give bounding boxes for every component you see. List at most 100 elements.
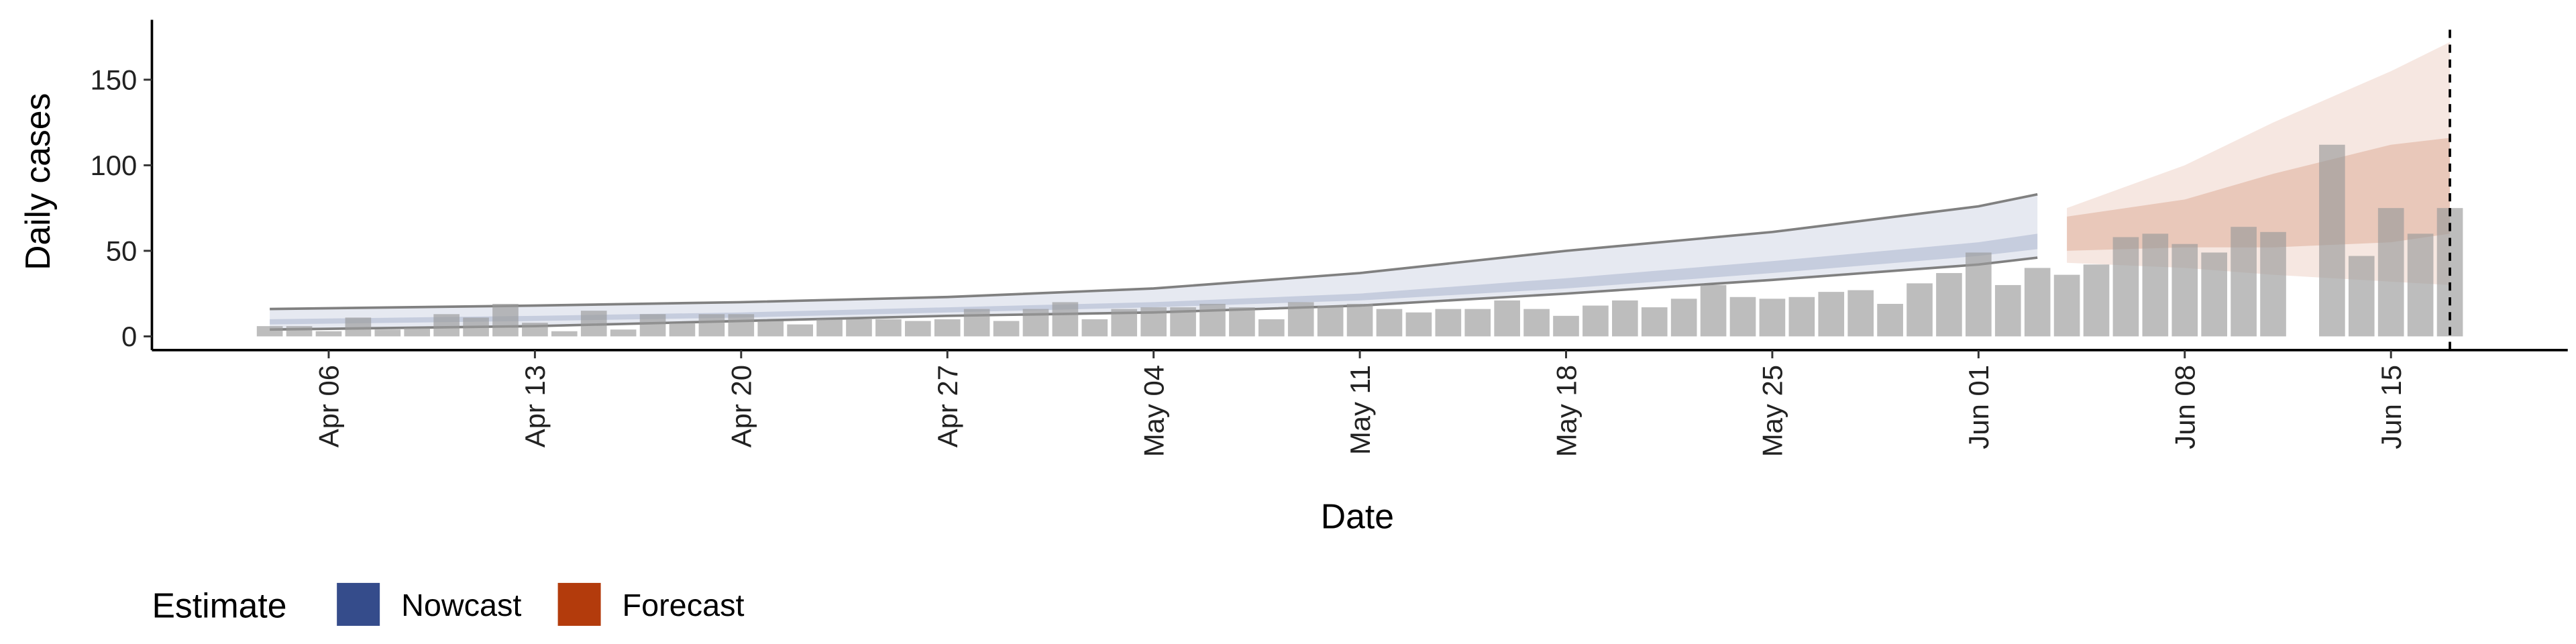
x-tick-label: Apr 13 — [519, 365, 551, 447]
bar — [1818, 292, 1845, 337]
bar — [1346, 303, 1373, 337]
bar — [639, 314, 666, 337]
bar — [580, 311, 607, 337]
band-50 — [270, 233, 2038, 325]
bar — [816, 319, 843, 337]
bar — [1258, 319, 1285, 337]
bar — [2083, 264, 2110, 337]
x-tick-label: May 04 — [1138, 365, 1169, 457]
y-tick-label: 150 — [91, 64, 138, 96]
x-tick-label: May 11 — [1344, 365, 1376, 455]
bar — [1494, 300, 1520, 337]
bar — [1670, 299, 1697, 337]
x-tick-label: Apr 06 — [313, 365, 345, 447]
bar — [256, 326, 283, 337]
bar — [2348, 256, 2375, 337]
legend-title: Estimate — [152, 586, 286, 625]
band-edge-line — [270, 193, 2038, 311]
legend-swatch — [337, 582, 380, 626]
bar — [315, 331, 342, 337]
x-tick-label: Jun 15 — [2375, 365, 2407, 449]
bar — [1759, 299, 1786, 337]
bar — [1199, 303, 1226, 337]
bar — [2407, 233, 2434, 337]
bar — [2142, 233, 2169, 337]
bar — [2319, 144, 2345, 337]
bar — [1435, 309, 1462, 337]
bar — [2260, 231, 2286, 337]
legend-label: Nowcast — [401, 588, 521, 623]
bar — [1081, 319, 1108, 337]
bar — [846, 319, 872, 337]
x-tick-label: Jun 08 — [2169, 365, 2201, 449]
x-axis-title: Date — [1321, 497, 1394, 536]
bar — [2231, 227, 2257, 337]
bar — [669, 323, 696, 337]
band-edge-line — [270, 256, 2038, 331]
bars — [256, 144, 2463, 337]
bar — [1376, 309, 1403, 337]
bar — [1111, 309, 1138, 337]
bar — [1052, 302, 1079, 337]
band-90 — [2067, 42, 2451, 285]
bar — [2024, 268, 2051, 337]
bar — [2112, 237, 2139, 337]
bar — [963, 309, 990, 337]
x-tick-label: May 18 — [1550, 365, 1582, 457]
bar — [1877, 303, 1903, 337]
bar — [1936, 273, 1962, 337]
bar — [1170, 307, 1196, 337]
bar — [1729, 297, 1756, 337]
bar — [2201, 252, 2228, 337]
bar — [492, 303, 519, 337]
bar — [1317, 305, 1344, 337]
bar — [522, 323, 548, 337]
bar — [875, 319, 902, 337]
bar — [404, 327, 431, 337]
bar — [2171, 244, 2198, 337]
bar — [1847, 290, 1874, 337]
bar — [2377, 208, 2404, 337]
x-tick-label: Jun 01 — [1963, 365, 1994, 449]
bar — [345, 317, 372, 337]
bar — [1641, 307, 1668, 337]
x-tick-label: Apr 20 — [726, 365, 757, 447]
bar — [787, 324, 813, 337]
legend-swatch — [557, 582, 601, 626]
bar — [1582, 305, 1609, 337]
legend-label: Forecast — [623, 588, 745, 623]
bar — [757, 321, 784, 337]
bar — [374, 329, 401, 337]
bar — [1229, 307, 1255, 337]
y-tick-label: 0 — [121, 321, 137, 352]
bar — [1523, 309, 1550, 337]
bar — [2053, 274, 2080, 337]
legend: Estimate Nowcast Forecast — [152, 582, 745, 626]
y-axis-title: Daily cases — [18, 93, 57, 270]
bar — [993, 321, 1020, 337]
bar — [1788, 297, 1815, 337]
bar — [904, 321, 931, 337]
bar — [610, 329, 637, 337]
bar — [1405, 312, 1432, 337]
bar — [1907, 283, 1933, 337]
band-50 — [2067, 138, 2451, 251]
x-tick-label: May 25 — [1757, 365, 1788, 457]
bar — [1966, 252, 1992, 337]
bar — [1700, 284, 1727, 337]
bar — [433, 314, 460, 337]
bar — [1140, 307, 1167, 337]
bar — [1022, 309, 1049, 337]
bar — [1464, 309, 1491, 337]
bar — [551, 331, 578, 337]
bar — [698, 314, 725, 337]
y-tick-label: 50 — [106, 235, 138, 267]
bar — [1553, 315, 1579, 337]
bar — [1287, 302, 1314, 337]
y-tick-label: 100 — [91, 150, 138, 181]
bar — [286, 326, 313, 337]
bar — [728, 314, 755, 337]
bar — [934, 319, 961, 337]
